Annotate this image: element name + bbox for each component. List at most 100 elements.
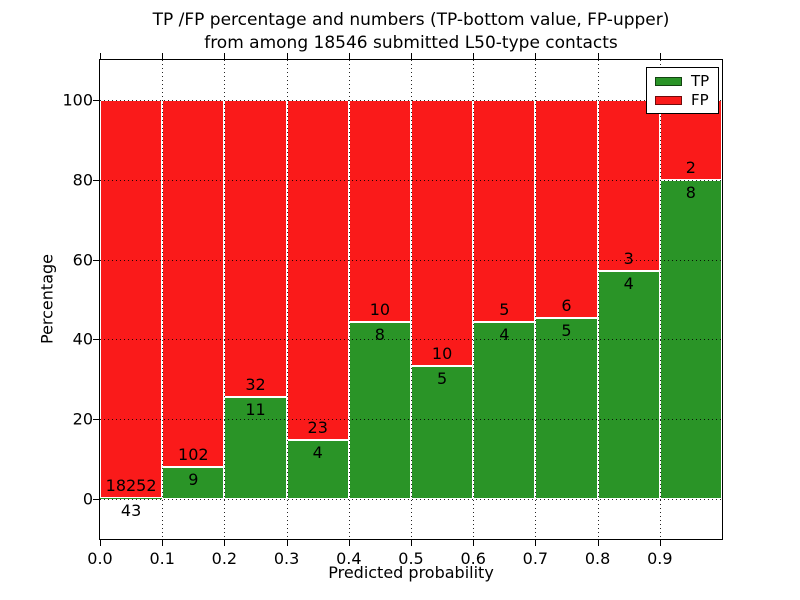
bar-count-label-tp: 4	[499, 324, 510, 344]
x-tick-top	[411, 53, 412, 59]
y-tick-label: 20	[72, 409, 93, 429]
bar-count-label-tp: 5	[437, 369, 448, 389]
bar-count-label-fp: 6	[561, 295, 572, 315]
bar-count-label-fp: 18252	[105, 476, 157, 496]
bar-segment-fp	[100, 99, 163, 499]
chart-title-line-1: TP /FP percentage and numbers (TP-bottom…	[152, 10, 670, 30]
bar-count-label-fp: 2	[685, 157, 696, 177]
x-tick-top	[100, 53, 101, 59]
x-tick-label: 0.7	[522, 549, 549, 568]
y-tick	[93, 339, 99, 341]
x-tick	[535, 540, 537, 546]
y-tick	[93, 259, 99, 261]
x-tick	[473, 540, 475, 546]
y-tick	[93, 419, 99, 421]
legend-swatch	[655, 95, 682, 105]
x-tick-top	[286, 53, 288, 59]
y-tick	[93, 99, 99, 101]
bar-segment-fp	[535, 99, 598, 318]
y-tick-label: 0	[82, 489, 93, 509]
bar-segment-fp	[224, 99, 287, 397]
bar-segment-tp	[597, 270, 660, 500]
x-tick-top	[162, 53, 164, 59]
y-tick-label: 100	[62, 90, 93, 110]
x-tick	[411, 540, 412, 546]
x-axis-label: Predicted probability	[328, 563, 494, 582]
bar-segment-fp	[473, 99, 536, 322]
bar-count-label-fp: 5	[499, 299, 510, 319]
bar-segment-tp	[224, 396, 287, 500]
bar-segment-tp	[535, 317, 598, 500]
bar-count-label-fp: 10	[369, 299, 391, 319]
x-tick-label: 0.1	[149, 549, 175, 568]
chart-title-line-2: from among 18546 submitted L50-type cont…	[204, 33, 618, 53]
bar-count-label-tp: 8	[685, 182, 696, 202]
x-tick	[597, 540, 599, 546]
grid-line-v	[597, 60, 599, 539]
grid-line-v	[224, 60, 226, 539]
legend-entry: FP	[655, 92, 709, 108]
y-tick	[93, 179, 99, 181]
legend-swatch	[655, 76, 682, 86]
x-tick-label: 0.9	[647, 549, 673, 568]
legend-label: TP	[691, 72, 710, 90]
bar-count-label-fp: 10	[431, 344, 453, 364]
bar-count-label-fp: 32	[245, 374, 266, 394]
bar-segment-fp	[348, 99, 411, 322]
bar-count-label-tp: 8	[374, 324, 385, 344]
bar-count-label-tp: 9	[188, 469, 199, 489]
x-tick-label: 0.5	[398, 549, 424, 568]
x-tick	[224, 540, 226, 546]
y-tick-label: 60	[72, 250, 93, 270]
bar-segment-tp	[473, 321, 536, 500]
bar-count-label-fp: 102	[178, 444, 209, 464]
bar-count-label-tp: 43	[120, 501, 142, 521]
bar-segment-tp	[100, 498, 163, 500]
bar-count-label-fp: 23	[307, 417, 328, 437]
legend-entry: TP	[655, 73, 709, 89]
y-tick-label: 80	[72, 170, 93, 190]
plot-area: 18252 43 102 9 32 11 23 4 10 8 10 5 5 4 6 5 3 4 2 8	[99, 59, 723, 540]
bar-count-label-tp: 4	[312, 442, 323, 462]
y-axis-label: Percentage	[37, 253, 57, 345]
grid-line-v	[659, 60, 661, 539]
x-tick-label: 0.2	[211, 549, 238, 568]
x-tick	[100, 540, 101, 546]
x-tick-label: 0.0	[87, 549, 113, 568]
x-tick-top	[224, 53, 226, 59]
bar-segment-fp	[162, 99, 225, 467]
x-tick-label: 0.6	[460, 549, 486, 568]
legend: TP FP	[646, 67, 720, 114]
x-tick-label: 0.8	[584, 549, 611, 568]
grid-line-v	[286, 60, 288, 539]
x-tick-top	[348, 53, 350, 59]
x-tick-label: 0.4	[336, 549, 362, 568]
chart-title: TP /FP percentage and numbers (TP-bottom…	[100, 9, 722, 55]
bar-segment-fp	[597, 99, 660, 271]
bar-segment-tp	[286, 439, 349, 500]
bar-count-label-tp: 4	[623, 273, 634, 293]
x-tick-label: 0.3	[273, 549, 300, 568]
x-tick-top	[597, 53, 599, 59]
grid-line-v	[162, 60, 164, 539]
bar-segment-tp	[348, 321, 411, 500]
x-tick	[162, 540, 164, 546]
grid-line-v	[535, 60, 537, 539]
y-tick	[93, 499, 99, 501]
bar-segment-fp	[411, 99, 474, 367]
x-tick	[286, 540, 288, 546]
grid-line-v	[473, 60, 475, 539]
bar-count-label-tp: 11	[245, 399, 266, 419]
x-tick-top	[659, 53, 661, 59]
x-tick-top	[535, 53, 537, 59]
legend-label: FP	[691, 91, 709, 109]
x-tick-top	[473, 53, 475, 59]
y-tick-label: 40	[72, 329, 93, 349]
bar-count-label-fp: 3	[623, 248, 634, 268]
bar-count-label-tp: 5	[561, 320, 572, 340]
x-tick	[348, 540, 350, 546]
grid-line-v	[411, 60, 412, 539]
bar-segment-fp	[286, 99, 349, 440]
grid-line-v	[348, 60, 350, 539]
